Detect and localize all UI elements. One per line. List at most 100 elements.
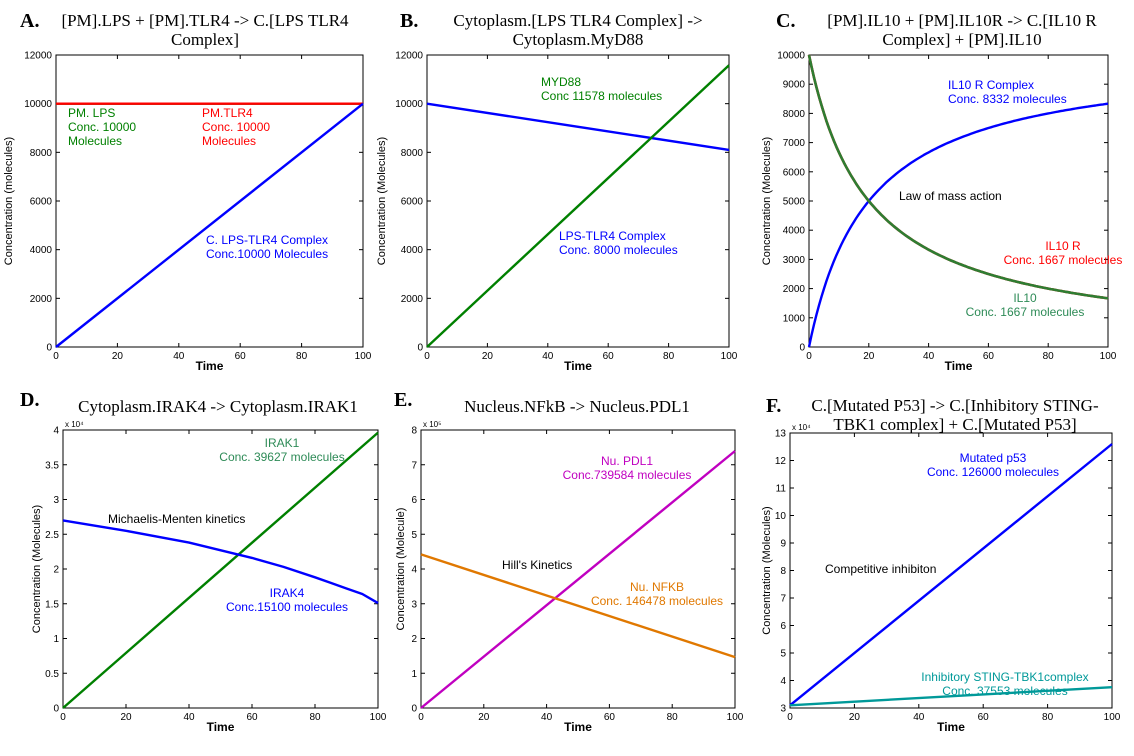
x-axis-label: Time xyxy=(564,359,592,373)
panel-letter: D. xyxy=(20,389,39,411)
series-line-il10 xyxy=(807,54,1109,300)
chart-title-line: [PM].LPS + [PM].TLR4 -> C.[LPS TLR4 xyxy=(61,11,349,30)
y-tick-label: 3 xyxy=(411,599,417,610)
annotation-text: IL10 xyxy=(1013,291,1037,305)
annotation-text: PM.TLR4 xyxy=(202,106,253,120)
y-tick-label: 1.5 xyxy=(45,599,59,610)
plot-frame xyxy=(55,54,364,348)
y-axis-label: Concentration (molecules) xyxy=(3,137,15,265)
x-tick-label: 0 xyxy=(418,712,424,723)
x-axis-label: Time xyxy=(196,359,224,373)
annotation-text: IL10 R Complex xyxy=(948,78,1034,92)
annotation-text: Michaelis-Menten kinetics xyxy=(108,512,245,526)
y-tick-label: 0 xyxy=(53,704,59,715)
x-tick-label: 60 xyxy=(604,712,616,723)
y-exponent-label: x 10⁵ xyxy=(423,420,441,429)
chart-panel-1: A. [PM].LPS + [PM].TLR4 -> C.[LPS TLR4Com… xyxy=(3,10,372,373)
series-line-il10-r-complex xyxy=(807,102,1109,348)
x-tick-label: 0 xyxy=(787,712,793,723)
y-tick-label: 5 xyxy=(411,530,417,541)
y-tick-label: 0 xyxy=(417,343,423,354)
annotation-text: MYD88 xyxy=(541,75,581,89)
x-axis-label: Time xyxy=(945,359,973,373)
y-tick-label: 3.5 xyxy=(45,460,59,471)
y-tick-label: 8000 xyxy=(783,109,806,120)
x-tick-label: 20 xyxy=(482,351,494,362)
chart-title-line: Cytoplasm.[LPS TLR4 Complex] -> xyxy=(453,11,702,30)
x-tick-label: 80 xyxy=(667,712,679,723)
annotation-text: LPS-TLR4 Complex xyxy=(559,229,666,243)
annotation-text: Conc. 8000 molecules xyxy=(559,243,678,257)
annotation-text: Conc. 126000 molecules xyxy=(927,465,1059,479)
y-tick-label: 5000 xyxy=(783,197,806,208)
y-exponent-label: x 10⁴ xyxy=(792,423,811,432)
y-tick-label: 4000 xyxy=(30,245,53,256)
y-tick-label: 8000 xyxy=(401,148,424,159)
annotation-text: IRAK1 xyxy=(265,436,300,450)
y-tick-label: 3 xyxy=(53,495,59,506)
annotation-text: Conc. 146478 molecules xyxy=(591,594,723,608)
annotation-text: Molecules xyxy=(202,134,256,148)
x-tick-label: 100 xyxy=(355,351,372,362)
y-tick-label: 10000 xyxy=(395,99,423,110)
x-axis-label: Time xyxy=(207,720,235,734)
x-tick-label: 60 xyxy=(983,351,995,362)
y-tick-label: 4 xyxy=(780,676,786,687)
y-tick-label: 10000 xyxy=(777,51,805,62)
annotation-text: Mutated p53 xyxy=(960,451,1027,465)
y-tick-label: 2000 xyxy=(30,294,53,305)
series-line-inhibitory-sting-tbk1complex xyxy=(789,686,1113,707)
annotation-text: IRAK4 xyxy=(270,586,305,600)
x-tick-label: 0 xyxy=(60,712,66,723)
chart-title-line: TBK1 complex] + C.[Mutated P53] xyxy=(833,415,1076,434)
y-tick-label: 5 xyxy=(780,649,786,660)
x-tick-label: 40 xyxy=(183,712,195,723)
panel-letter: C. xyxy=(776,10,795,32)
y-tick-label: 12000 xyxy=(395,51,423,62)
x-tick-label: 100 xyxy=(370,712,387,723)
y-tick-label: 13 xyxy=(775,429,787,440)
annotation-text: Conc. 37553 molecules xyxy=(942,684,1067,698)
x-tick-label: 0 xyxy=(806,351,812,362)
series-line-myd88 xyxy=(426,64,730,348)
chart-title-line: C.[Mutated P53] -> C.[Inhibitory STING- xyxy=(811,396,1099,415)
x-tick-label: 80 xyxy=(663,351,675,362)
x-tick-label: 40 xyxy=(923,351,935,362)
series-line-irak4 xyxy=(62,519,379,605)
y-tick-label: 0 xyxy=(799,343,805,354)
annotation-text: Competitive inhibiton xyxy=(825,562,936,576)
x-axis-label: Time xyxy=(564,720,592,734)
x-tick-label: 20 xyxy=(120,712,132,723)
x-tick-label: 20 xyxy=(863,351,875,362)
y-exponent-label: x 10⁴ xyxy=(65,420,84,429)
annotation-text: Conc.10000 Molecules xyxy=(206,247,328,261)
chart-title-line: [PM].IL10 + [PM].IL10R -> C.[IL10 R xyxy=(827,11,1097,30)
chart-panel-2: B. Cytoplasm.[LPS TLR4 Complex] ->Cytopla… xyxy=(376,10,738,373)
panel-letter: F. xyxy=(766,395,781,417)
y-tick-label: 0 xyxy=(46,343,52,354)
x-tick-label: 0 xyxy=(53,351,59,362)
chart-title-line: Complex] + [PM].IL10 xyxy=(882,30,1041,49)
series-line-c-lps-tlr4-complex xyxy=(55,102,364,348)
annotation-text: Molecules xyxy=(68,134,122,148)
x-tick-label: 60 xyxy=(246,712,258,723)
y-tick-label: 2 xyxy=(53,565,59,576)
annotation-text: Nu. NFKB xyxy=(630,580,684,594)
y-tick-label: 4 xyxy=(53,426,59,437)
annotation-text: IL10 R xyxy=(1045,239,1081,253)
y-tick-label: 7000 xyxy=(783,138,806,149)
chart-panel-6: F. C.[Mutated P53] -> C.[Inhibitory STING… xyxy=(761,395,1121,734)
annotation-text: Inhibitory STING-TBK1complex xyxy=(921,670,1088,684)
x-tick-label: 40 xyxy=(542,351,554,362)
y-tick-label: 3000 xyxy=(783,255,806,266)
y-tick-label: 0 xyxy=(411,704,417,715)
y-tick-label: 7 xyxy=(780,594,786,605)
annotation-text: Conc 11578 molecules xyxy=(541,89,662,103)
chart-title-line: Cytoplasm.MyD88 xyxy=(513,30,644,49)
annotation-text: Conc. 10000 xyxy=(68,120,136,134)
series-line-mutated-p53 xyxy=(789,443,1113,707)
series-line-nu-pdl1 xyxy=(420,450,736,709)
chart-title-line: Cytoplasm.IRAK4 -> Cytoplasm.IRAK1 xyxy=(78,397,358,416)
